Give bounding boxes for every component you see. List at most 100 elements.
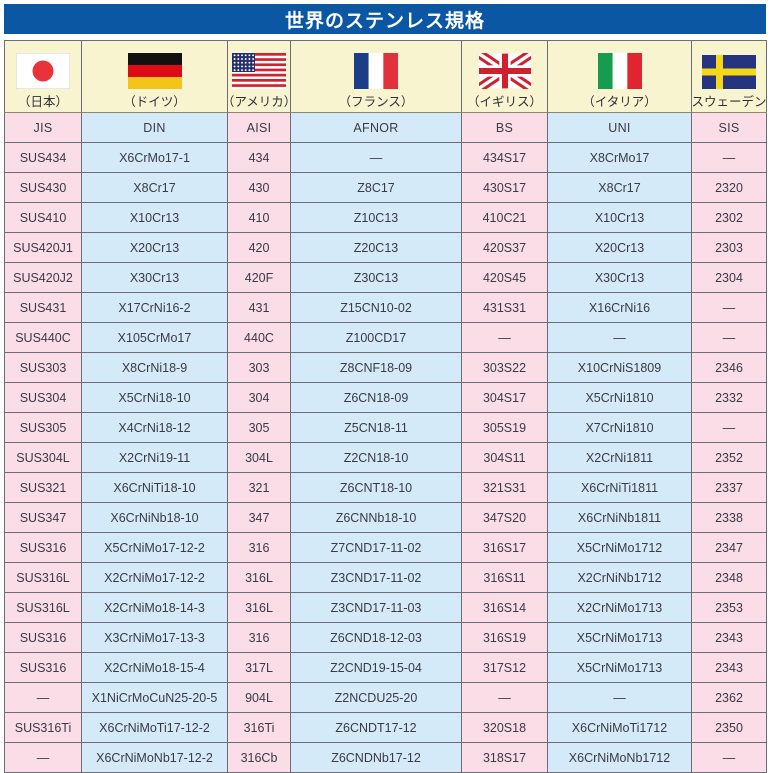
cell-r19-c3: Z6CNDT17-12	[290, 712, 462, 743]
cell-r10-c5: X2CrNi1811	[547, 442, 692, 473]
cell-r20-c6: —	[691, 742, 767, 773]
column-header-3: AFNOR	[290, 112, 462, 143]
cell-r20-c0: —	[4, 742, 82, 773]
country-header-cell-0: （日本）	[4, 40, 82, 113]
cell-r9-c2: 305	[227, 412, 291, 443]
cell-r2-c6: 2302	[691, 202, 767, 233]
cell-r10-c0: SUS304L	[4, 442, 82, 473]
table-row: SUS316 X2CrNiMo18-15-4 317L Z2CND19-15-04 31…	[4, 652, 767, 683]
country-label: （イタリア）	[582, 94, 657, 110]
cell-r13-c5: X5CrNiMo1712	[547, 532, 692, 563]
cell-r18-c0: —	[4, 682, 82, 713]
cell-r0-c0: SUS434	[4, 142, 82, 173]
page-title-bar: 世界のステンレス規格	[4, 4, 766, 34]
cell-r4-c2: 420F	[227, 262, 291, 293]
cell-r4-c6: 2304	[691, 262, 767, 293]
cell-r2-c0: SUS410	[4, 202, 82, 233]
cell-r5-c5: X16CrNi16	[547, 292, 692, 323]
cell-r7-c6: 2346	[691, 352, 767, 383]
table-row: SUS305 X4CrNi18-12 305 Z5CN18-11 305S19 X7CrN…	[4, 412, 767, 443]
cell-r5-c0: SUS431	[4, 292, 82, 323]
cell-r12-c5: X6CrNiNb1811	[547, 502, 692, 533]
flag-japan-icon	[15, 52, 71, 92]
cell-r19-c1: X6CrNiMoTi17-12-2	[81, 712, 228, 743]
cell-r14-c5: X2CrNiNb1712	[547, 562, 692, 593]
flag-germany-icon	[127, 53, 182, 92]
cell-r3-c0: SUS420J1	[4, 232, 82, 263]
cell-r19-c6: 2350	[691, 712, 767, 743]
cell-r0-c4: 434S17	[461, 142, 548, 173]
cell-r15-c4: 316S14	[461, 592, 548, 623]
cell-r17-c1: X2CrNiMo18-15-4	[81, 652, 228, 683]
table-row: SUS303 X8CrNi18-9 303 Z8CNF18-09 303S22 X10Cr…	[4, 352, 767, 383]
page-title: 世界のステンレス規格	[284, 9, 485, 32]
cell-r18-c5: —	[547, 682, 692, 713]
cell-r11-c5: X6CrNiTi1811	[547, 472, 692, 503]
table-row: SUS321 X6CrNiTi18-10 321 Z6CNT18-10 321S31 X6…	[4, 472, 767, 503]
cell-r1-c3: Z8C17	[290, 172, 462, 203]
column-header-1: DIN	[81, 112, 228, 143]
cell-r1-c0: SUS430	[4, 172, 82, 203]
cell-r9-c6: —	[691, 412, 767, 443]
cell-r7-c4: 303S22	[461, 352, 548, 383]
cell-r11-c4: 321S31	[461, 472, 548, 503]
cell-r8-c1: X5CrNi18-10	[81, 382, 228, 413]
cell-r17-c3: Z2CND19-15-04	[290, 652, 462, 683]
cell-r17-c0: SUS316	[4, 652, 82, 683]
cell-r8-c5: X5CrNi1810	[547, 382, 692, 413]
cell-r0-c5: X8CrMo17	[547, 142, 692, 173]
cell-r5-c1: X17CrNi16-2	[81, 292, 228, 323]
flag-usa-icon	[232, 53, 286, 92]
table-row: SUS410 X10Cr13 410 Z10C13 410C21 X10Cr13 2302	[4, 202, 767, 233]
column-header-4: BS	[461, 112, 548, 143]
flag-sweden-icon	[702, 55, 756, 92]
cell-r2-c3: Z10C13	[290, 202, 462, 233]
cell-r3-c5: X20Cr13	[547, 232, 692, 263]
country-label: （アメリカ）	[229, 94, 290, 110]
standards-table-body: （日本） （ドイツ） （アメリカ） （フランス） （イギリス） （イタリア） （スウェーデン…	[4, 40, 767, 773]
table-row: — X1NiCrMoCuN25-20-5 904L Z2NCDU25-20— —2362	[4, 682, 767, 713]
country-header-cell-5: （イタリア）	[547, 40, 692, 113]
cell-r7-c5: X10CrNiS1809	[547, 352, 692, 383]
cell-r7-c3: Z8CNF18-09	[290, 352, 462, 383]
cell-r6-c6: —	[691, 322, 767, 353]
cell-r5-c4: 431S31	[461, 292, 548, 323]
cell-r0-c6: —	[691, 142, 767, 173]
cell-r10-c2: 304L	[227, 442, 291, 473]
cell-r14-c6: 2348	[691, 562, 767, 593]
cell-r15-c6: 2353	[691, 592, 767, 623]
country-header-cell-6: （スウェーデン）	[691, 40, 767, 113]
cell-r17-c5: X5CrNiMo1713	[547, 652, 692, 683]
cell-r15-c1: X2CrNiMo18-14-3	[81, 592, 228, 623]
cell-r8-c4: 304S17	[461, 382, 548, 413]
cell-r8-c3: Z6CN18-09	[290, 382, 462, 413]
flag-france-icon	[354, 53, 399, 92]
cell-r13-c0: SUS316	[4, 532, 82, 563]
cell-r2-c5: X10Cr13	[547, 202, 692, 233]
cell-r3-c1: X20Cr13	[81, 232, 228, 263]
table-row: SUS316L X2CrNiMo17-12-2 316L Z3CND17-11-02 3…	[4, 562, 767, 593]
cell-r5-c3: Z15CN10-02	[290, 292, 462, 323]
cell-r16-c4: 316S19	[461, 622, 548, 653]
cell-r15-c0: SUS316L	[4, 592, 82, 623]
cell-r6-c3: Z100CD17	[290, 322, 462, 353]
cell-r10-c1: X2CrNi19-11	[81, 442, 228, 473]
cell-r7-c0: SUS303	[4, 352, 82, 383]
cell-r17-c4: 317S12	[461, 652, 548, 683]
cell-r3-c2: 420	[227, 232, 291, 263]
cell-r12-c2: 347	[227, 502, 291, 533]
cell-r9-c3: Z5CN18-11	[290, 412, 462, 443]
cell-r4-c0: SUS420J2	[4, 262, 82, 293]
cell-r16-c3: Z6CND18-12-03	[290, 622, 462, 653]
cell-r1-c2: 430	[227, 172, 291, 203]
cell-r13-c6: 2347	[691, 532, 767, 563]
cell-r15-c2: 316L	[227, 592, 291, 623]
cell-r4-c3: Z30C13	[290, 262, 462, 293]
cell-r7-c2: 303	[227, 352, 291, 383]
cell-r9-c4: 305S19	[461, 412, 548, 443]
cell-r18-c3: Z2NCDU25-20	[290, 682, 462, 713]
cell-r19-c4: 320S18	[461, 712, 548, 743]
table-row: SUS440C X105CrMo17 440C Z100CD17— — —	[4, 322, 767, 353]
cell-r0-c3: —	[290, 142, 462, 173]
column-header-6: SIS	[691, 112, 767, 143]
